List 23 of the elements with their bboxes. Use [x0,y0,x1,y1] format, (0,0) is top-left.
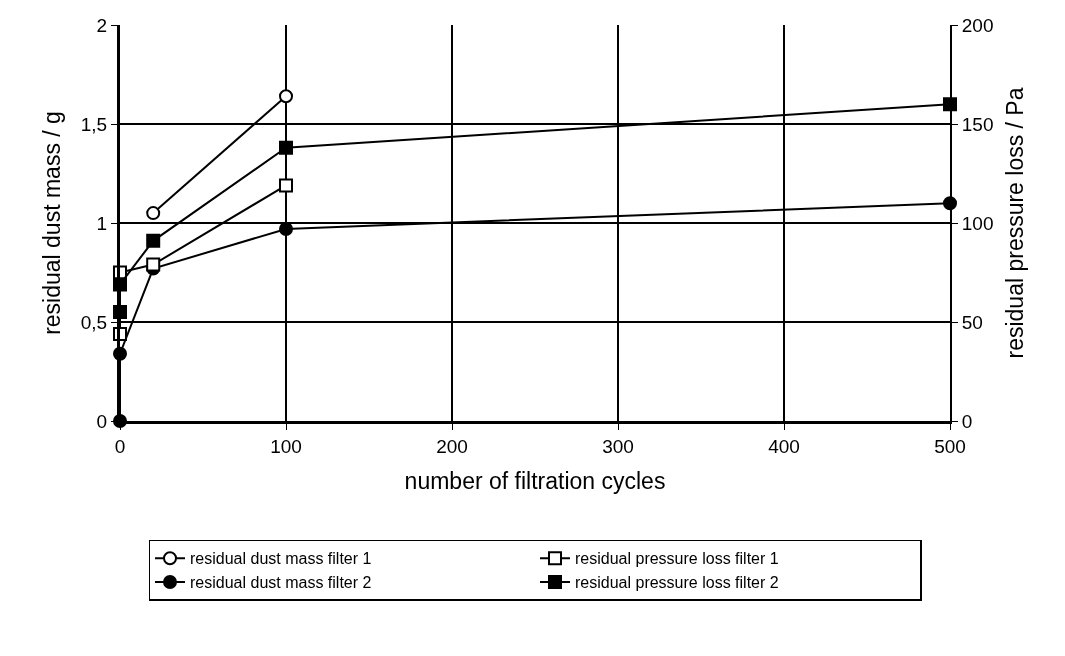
x-tick-label: 500 [934,435,966,457]
legend-label: residual dust mass filter 1 [190,550,372,568]
x-tick-label: 300 [602,435,634,457]
y-tick-label: 0,5 [80,311,108,333]
x-tick-label: 400 [768,435,800,457]
x-axis-title: number of filtration cycles [404,468,666,495]
y2-axis-title: residual pressure loss / Pa [1001,87,1028,359]
y-tick-label: 2 [96,14,108,36]
y-tick-label: 1 [96,212,108,234]
x-tick-label: 0 [114,435,126,457]
x-tick-label: 200 [436,435,468,457]
y-tick-label: 1,5 [80,113,108,135]
y2-tick-label: 0 [961,410,973,432]
y2-tick-label: 100 [961,212,994,234]
y2-tick-label: 50 [961,311,983,333]
legend-label: residual pressure loss filter 1 [575,550,779,568]
x-tick-label: 100 [270,435,302,457]
y-tick-label: 0 [96,410,108,432]
y2-tick-label: 200 [961,14,994,36]
y2-tick-label: 150 [961,113,994,135]
legend-label: residual dust mass filter 2 [190,574,372,592]
legend-label: residual pressure loss filter 2 [575,574,779,592]
y-axis-title: residual dust mass / g [39,111,66,335]
